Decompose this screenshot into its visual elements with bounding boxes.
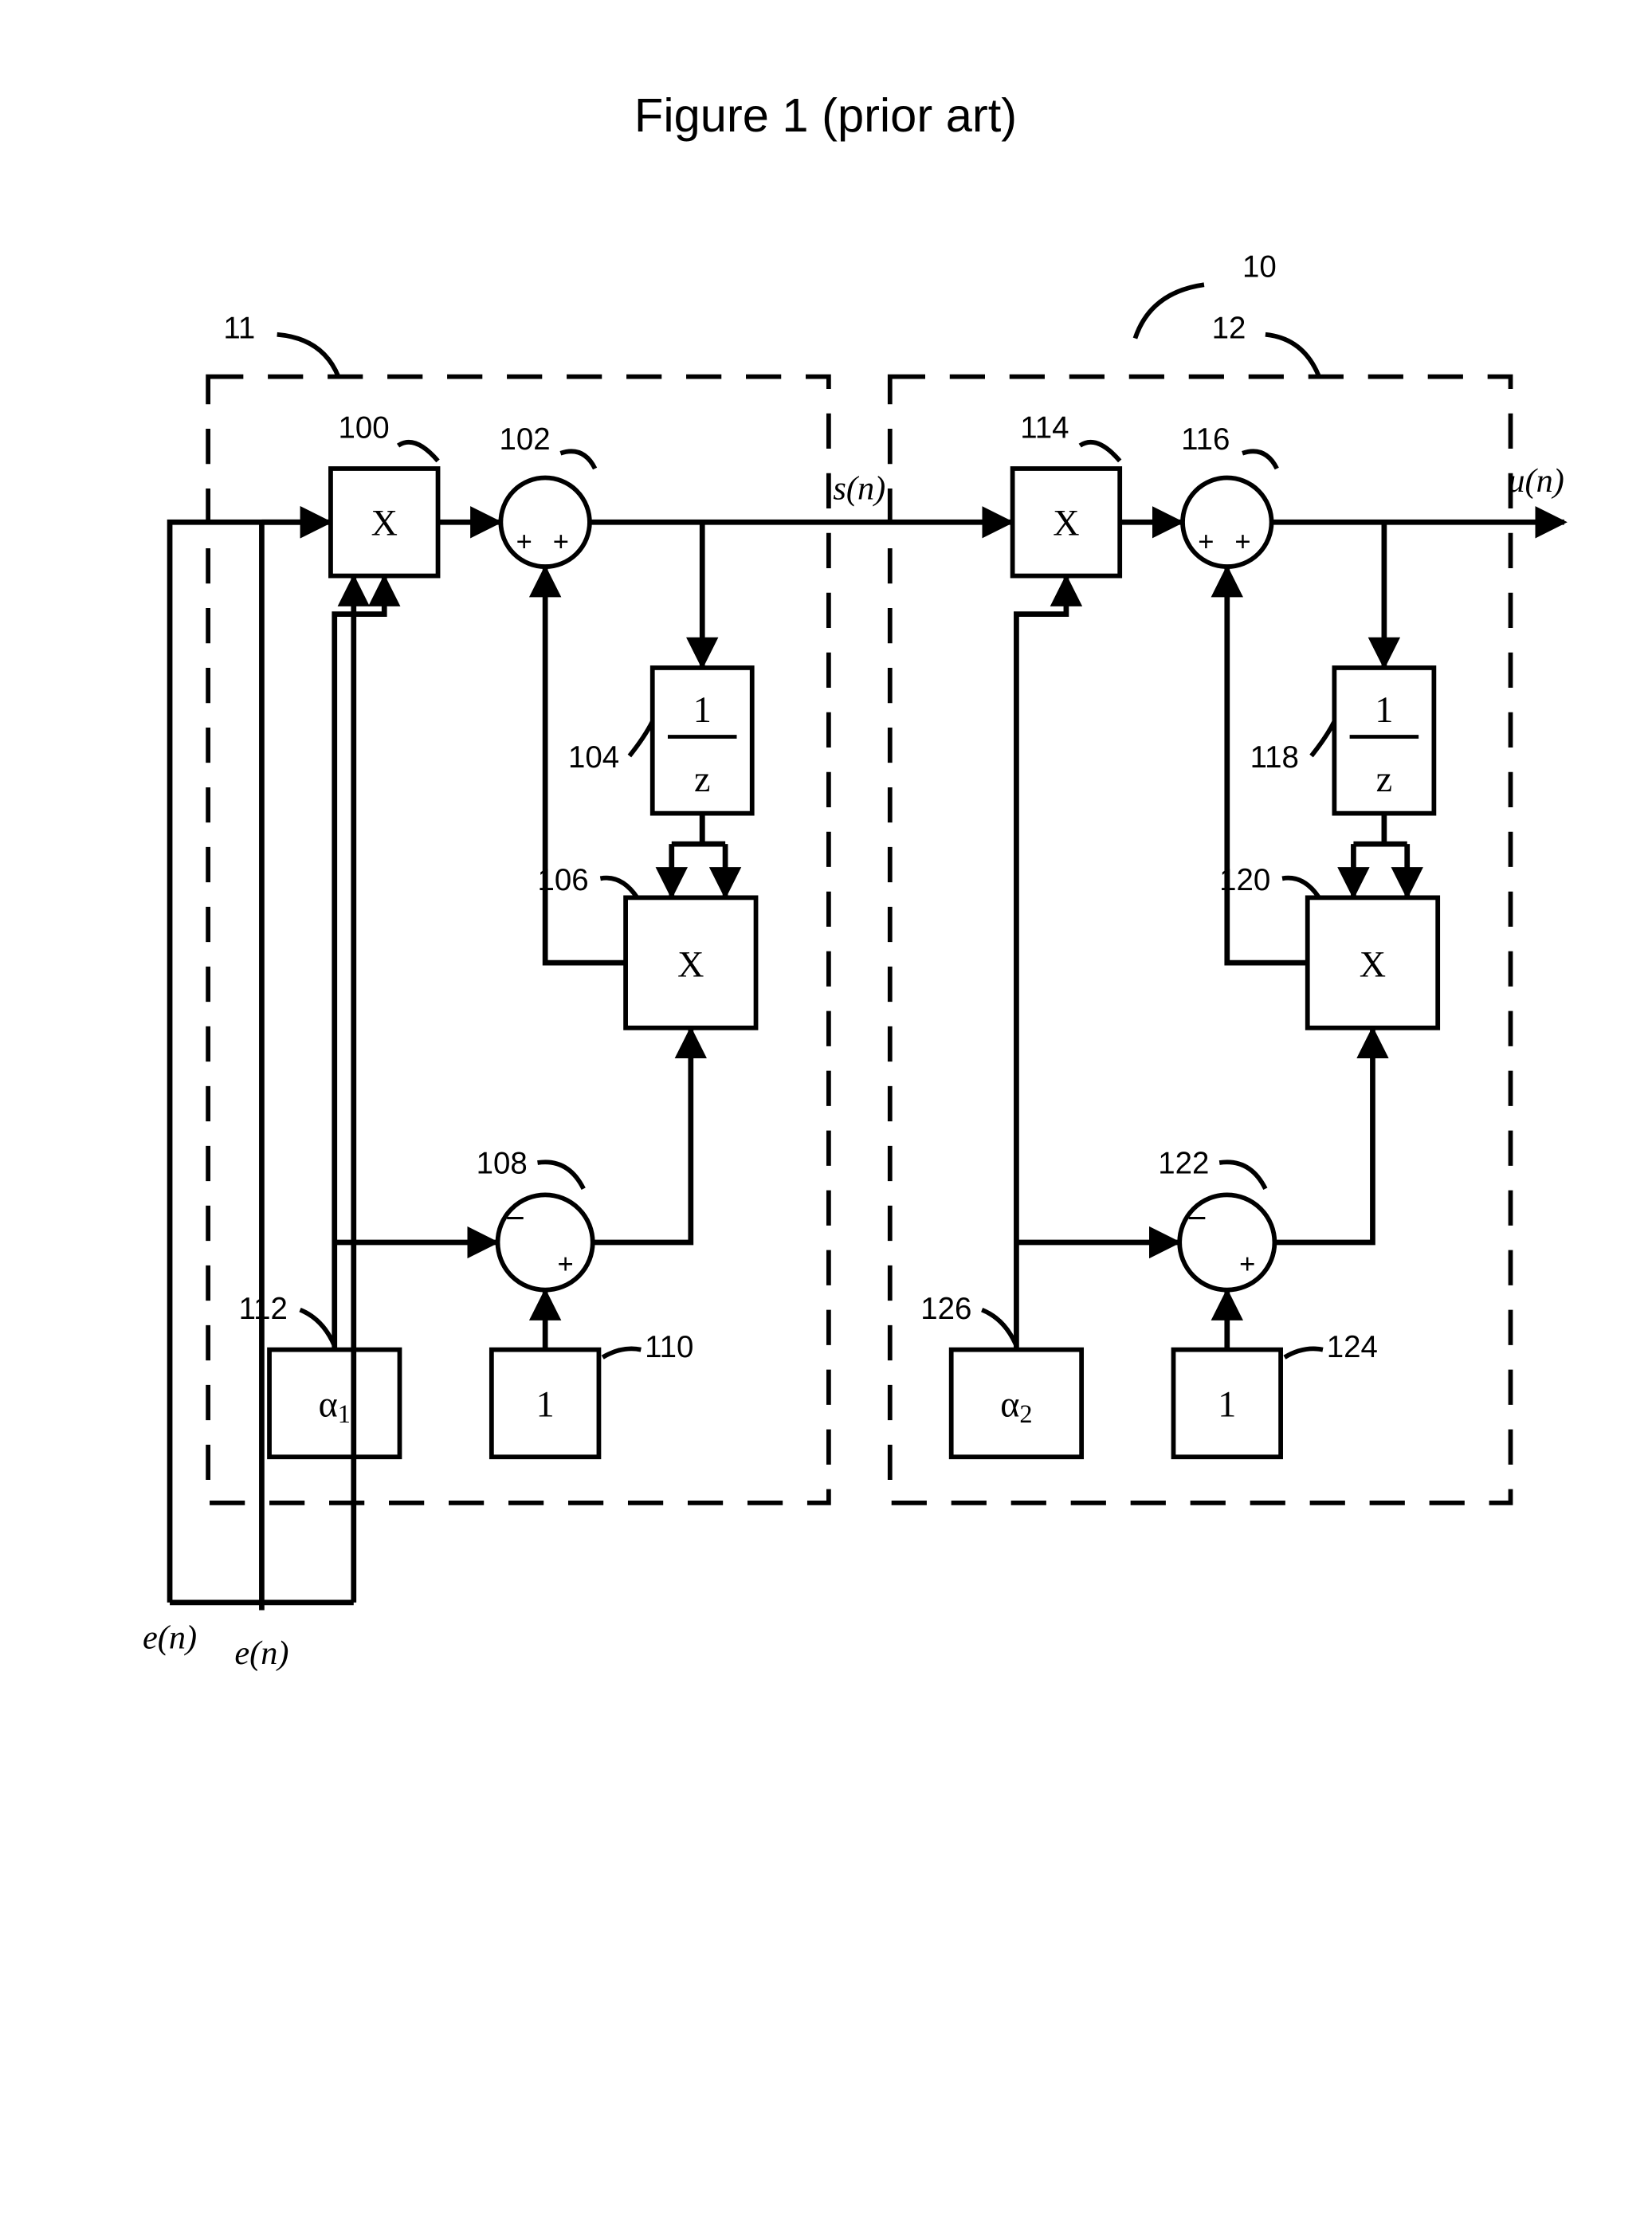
leader-126 [982,1310,1016,1346]
ref-102: 102 [499,422,550,457]
s2-sum: + + [1183,478,1272,567]
leader-108 [538,1162,584,1188]
ref-126: 126 [920,1292,971,1326]
leader-116 [1242,451,1277,469]
svg-text:+: + [516,527,532,557]
svg-text:X: X [1360,944,1386,984]
s1-alpha: α1 [269,1350,399,1458]
ref-100: 100 [339,411,390,445]
svg-text:X: X [371,503,398,543]
svg-text:+: + [1234,527,1250,557]
svg-text:1: 1 [1218,1383,1236,1424]
leader-120 [1282,878,1319,898]
svg-text:+: + [1198,527,1214,557]
leader-102 [560,451,594,469]
svg-text:z: z [694,759,710,799]
leader-112 [300,1310,334,1346]
leader-106 [600,878,637,898]
leader-118 [1312,721,1335,755]
leader-11 [277,335,339,377]
s2-const: 1 [1173,1350,1281,1458]
s2-sub: − + [1179,1195,1274,1289]
svg-text:−: − [505,1199,525,1237]
s1-mult-fb: X [626,897,755,1027]
ref-stage2: 12 [1212,312,1246,346]
leader-124 [1285,1348,1323,1357]
leader-12 [1265,335,1319,377]
svg-text:1: 1 [693,689,712,730]
leader-122 [1219,1162,1265,1188]
ref-114: 114 [1020,411,1069,445]
svg-text:+: + [558,1249,574,1279]
ref-overall: 10 [1242,250,1277,284]
svg-text:X: X [677,944,704,984]
ref-104: 104 [568,740,619,775]
s1-mult-in: X [331,469,438,576]
s2-delay: 1 z [1334,668,1434,814]
ref-110: 110 [645,1330,693,1364]
svg-text:−: − [1187,1199,1207,1237]
ref-116: 116 [1181,422,1230,457]
s1-const: 1 [492,1350,599,1458]
ref-stage1: 11 [223,312,255,346]
ref-124: 124 [1327,1330,1378,1364]
leader-100 [398,442,438,461]
s1-sub: − + [498,1195,593,1289]
ref-108: 108 [477,1146,528,1180]
s2-alpha: α2 [952,1350,1081,1458]
ref-118: 118 [1250,740,1299,775]
s1-delay: 1 z [653,668,752,814]
signal-en: e(n) [143,1619,197,1657]
svg-text:+: + [1239,1249,1255,1279]
signal-sn: s(n) [833,469,885,507]
leader-114 [1080,442,1120,461]
svg-text:X: X [1053,503,1079,543]
svg-text:+: + [553,527,569,557]
s1-sum: + + [500,478,590,567]
leader-110 [602,1348,641,1357]
figure-title: Figure 1 (prior art) [634,88,1017,142]
signal-un: u(n) [1508,462,1564,500]
leader-10 [1135,284,1204,338]
leader-104 [630,721,653,755]
block-diagram: Figure 1 (prior art) 10 11 e(n) X 100 + … [32,32,1620,2167]
svg-text:z: z [1376,759,1392,799]
ref-122: 122 [1158,1146,1209,1180]
s2-mult-fb: X [1308,897,1438,1027]
signal-en2: e(n) [234,1634,288,1672]
s2-mult-in: X [1013,469,1120,576]
svg-text:1: 1 [1375,689,1393,730]
svg-text:1: 1 [536,1383,555,1424]
